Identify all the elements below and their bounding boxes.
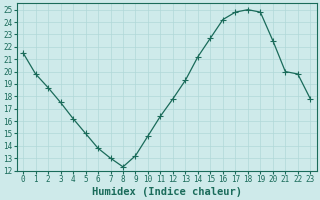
X-axis label: Humidex (Indice chaleur): Humidex (Indice chaleur) [92,186,242,197]
